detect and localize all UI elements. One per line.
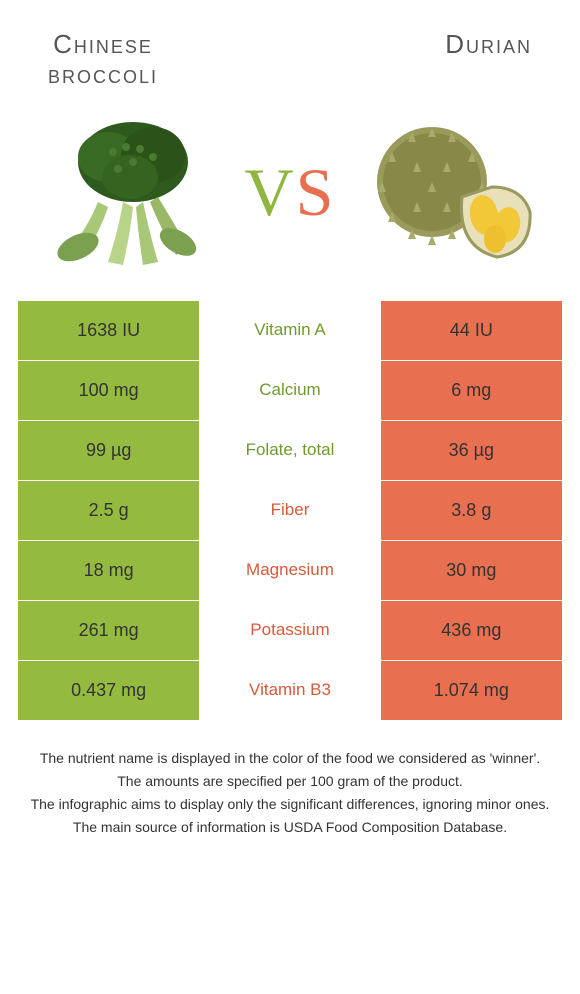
- footer-line-1: The nutrient name is displayed in the co…: [31, 748, 550, 769]
- nutrient-label: Magnesium: [199, 540, 380, 600]
- left-value: 99 µg: [18, 420, 199, 480]
- footer-line-2: The amounts are specified per 100 gram o…: [31, 771, 550, 792]
- right-value: 6 mg: [381, 360, 562, 420]
- vs-label: VS: [245, 153, 336, 232]
- broccoli-image: [38, 107, 218, 277]
- images-row: VS: [18, 105, 562, 300]
- right-value: 1.074 mg: [381, 660, 562, 720]
- left-value: 2.5 g: [18, 480, 199, 540]
- right-value: 30 mg: [381, 540, 562, 600]
- table-row: 0.437 mgVitamin B31.074 mg: [18, 660, 562, 720]
- nutrient-label: Vitamin A: [199, 300, 380, 360]
- right-value: 36 µg: [381, 420, 562, 480]
- left-value: 261 mg: [18, 600, 199, 660]
- footer: The nutrient name is displayed in the co…: [27, 748, 554, 840]
- footer-line-3: The infographic aims to display only the…: [31, 794, 550, 815]
- header: Chinese broccoli Durian: [18, 20, 562, 105]
- vs-v-letter: V: [245, 154, 296, 230]
- nutrient-label: Vitamin B3: [199, 660, 380, 720]
- nutrient-table: 1638 IUVitamin A44 IU100 mgCalcium6 mg99…: [18, 300, 562, 720]
- durian-image: [362, 107, 542, 277]
- table-row: 261 mgPotassium436 mg: [18, 600, 562, 660]
- right-value: 436 mg: [381, 600, 562, 660]
- right-value: 3.8 g: [381, 480, 562, 540]
- nutrient-label: Fiber: [199, 480, 380, 540]
- left-food-title: Chinese broccoli: [48, 30, 158, 90]
- table-row: 18 mgMagnesium30 mg: [18, 540, 562, 600]
- table-row: 99 µgFolate, total36 µg: [18, 420, 562, 480]
- vs-s-letter: S: [296, 154, 336, 230]
- table-row: 1638 IUVitamin A44 IU: [18, 300, 562, 360]
- left-value: 18 mg: [18, 540, 199, 600]
- right-food-title: Durian: [445, 30, 532, 90]
- nutrient-label: Calcium: [199, 360, 380, 420]
- table-row: 2.5 gFiber3.8 g: [18, 480, 562, 540]
- left-value: 0.437 mg: [18, 660, 199, 720]
- footer-line-4: The main source of information is USDA F…: [31, 817, 550, 838]
- nutrient-label: Potassium: [199, 600, 380, 660]
- nutrient-label: Folate, total: [199, 420, 380, 480]
- left-value: 100 mg: [18, 360, 199, 420]
- right-value: 44 IU: [381, 300, 562, 360]
- table-row: 100 mgCalcium6 mg: [18, 360, 562, 420]
- left-value: 1638 IU: [18, 300, 199, 360]
